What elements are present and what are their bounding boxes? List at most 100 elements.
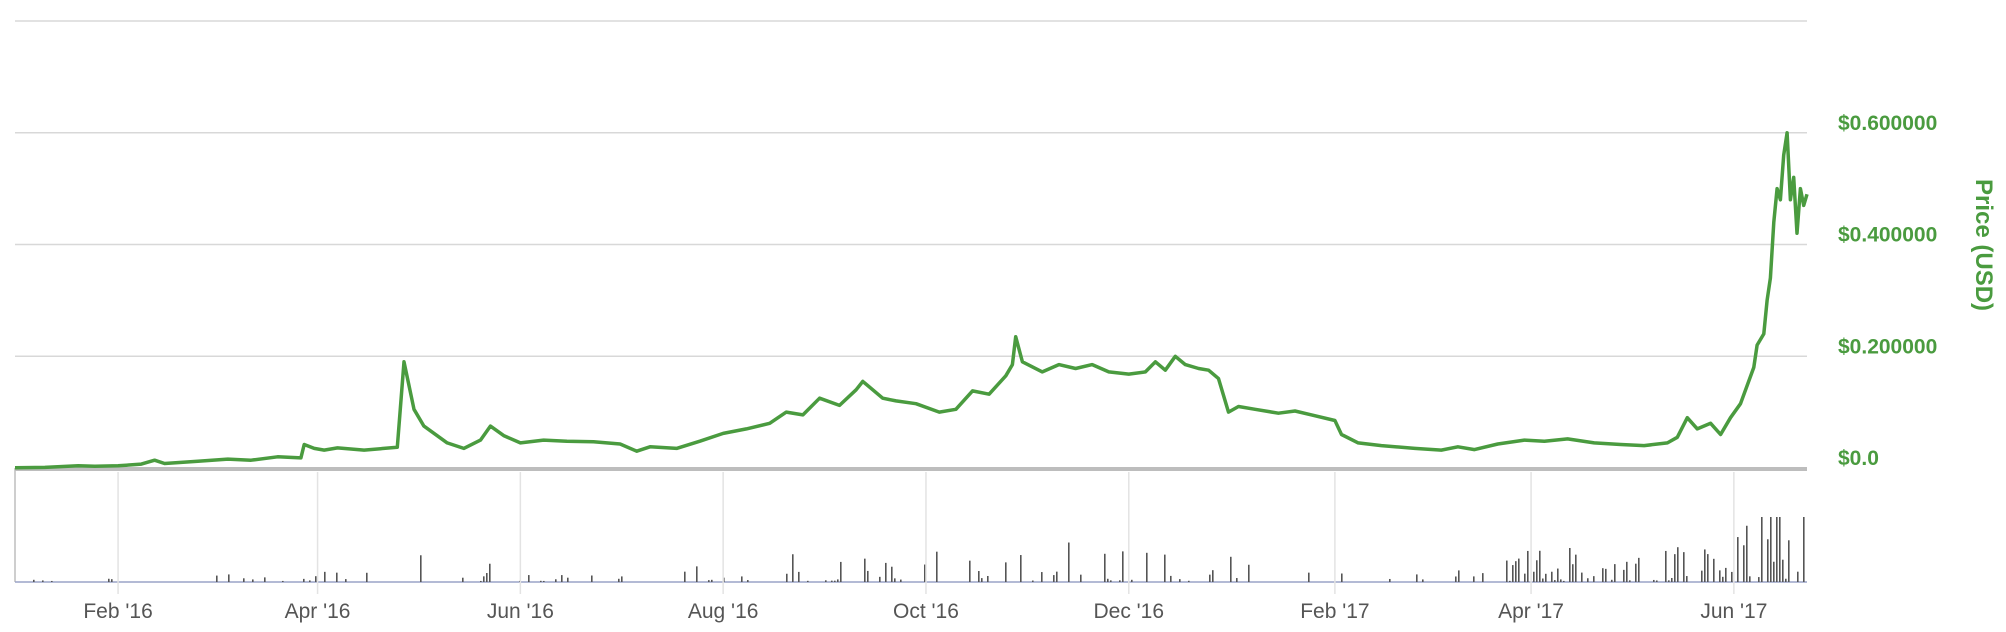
y-tick-label: $0.0: [1838, 447, 1879, 470]
volume-bar: [1533, 571, 1535, 582]
volume-bar: [345, 579, 347, 582]
volume-bar: [1557, 568, 1559, 582]
volume-bar: [540, 580, 542, 582]
x-tick-label: Apr '17: [1498, 600, 1564, 623]
volume-bar: [900, 579, 902, 582]
volume-bar: [1005, 562, 1007, 582]
volume-bar: [798, 571, 800, 582]
volume-bar: [1782, 559, 1784, 582]
volume-bar: [1080, 574, 1082, 582]
volume-bar: [1506, 560, 1508, 582]
volume-bar: [1656, 580, 1658, 582]
volume-bar: [1572, 564, 1574, 582]
volume-bar: [1614, 564, 1616, 582]
volume-bar: [981, 578, 983, 582]
volume-bar: [243, 578, 245, 582]
volume-bar: [879, 576, 881, 582]
volume-bar: [1179, 579, 1181, 582]
volume-bar: [1611, 579, 1613, 582]
volume-bar: [1731, 571, 1733, 582]
volume-bar: [1758, 577, 1760, 582]
volume-bar: [1236, 578, 1238, 582]
volume-bar: [1803, 517, 1805, 582]
volume-bar: [1674, 554, 1676, 582]
volume-bar: [1560, 579, 1562, 582]
volume-bar: [1737, 537, 1739, 582]
volume-bar: [924, 564, 926, 582]
y-tick-label: $0.400000: [1838, 224, 1937, 247]
volume-bar: [1518, 558, 1520, 582]
volume-bar: [1053, 575, 1055, 582]
volume-bar: [936, 551, 938, 582]
volume-bar: [1308, 572, 1310, 582]
x-tick-label: Dec '16: [1093, 600, 1164, 623]
volume-bar: [420, 555, 422, 582]
volume-bar: [1575, 554, 1577, 582]
volume-bar: [1230, 556, 1232, 582]
volume-bar: [840, 561, 842, 582]
y-gridlines: [15, 20, 1807, 469]
y-tick-labels: $0.0 $0.200000 $0.400000 $0.600000: [1838, 112, 1937, 470]
volume-bar: [216, 575, 218, 582]
volume-bar: [1458, 570, 1460, 582]
volume-bar: [1341, 573, 1343, 582]
volume-bar: [1746, 525, 1748, 582]
volume-bar: [303, 578, 305, 582]
volume-bar: [462, 577, 464, 582]
volume-bar: [1776, 517, 1778, 582]
volume-bar: [618, 578, 620, 582]
volume-bar: [1665, 550, 1667, 582]
volume-bar: [252, 579, 254, 582]
volume-bar: [315, 576, 317, 582]
volume-bar: [1422, 579, 1424, 582]
volume-bar: [1170, 575, 1172, 582]
x-tick-label: Aug '16: [688, 600, 759, 623]
volume-bar: [1569, 547, 1571, 582]
volume-bar: [834, 580, 836, 582]
volume-bar: [1677, 547, 1679, 582]
volume-bar: [1671, 577, 1673, 582]
volume-bar: [987, 575, 989, 582]
volume-bar: [696, 566, 698, 582]
x-tick-label: Feb '16: [83, 600, 152, 623]
volume-panel: [14, 467, 1807, 583]
volume-bar: [1515, 561, 1517, 582]
volume-bar: [1416, 574, 1418, 582]
volume-bar: [708, 580, 710, 582]
volume-bar: [1593, 576, 1595, 582]
volume-bar: [1068, 542, 1070, 582]
volume-bar: [543, 580, 545, 582]
volume-bar: [1131, 579, 1133, 582]
volume-bar: [1164, 554, 1166, 582]
volume-bar: [567, 577, 569, 582]
x-tick-label: Jun '17: [1700, 600, 1767, 623]
x-gridlines: [117, 472, 1735, 594]
volume-bar: [831, 580, 833, 582]
y-axis-title: Price (USD): [1970, 179, 1997, 311]
volume-bar: [1473, 576, 1475, 582]
volume-bar: [747, 580, 749, 582]
volume-bar: [1719, 570, 1721, 582]
y-tick-label: $0.600000: [1838, 112, 1937, 135]
volume-bar: [1056, 571, 1058, 582]
volume-bar: [1638, 557, 1640, 582]
volume-bar: [807, 580, 809, 582]
volume-bar: [825, 580, 827, 582]
volume-bar: [1767, 539, 1769, 582]
volume-bar: [1704, 549, 1706, 582]
volume-bar: [684, 571, 686, 582]
x-tick-label: Jun '16: [487, 600, 554, 623]
volume-bar: [1122, 551, 1124, 582]
x-tick-label: Apr '16: [285, 600, 351, 623]
volume-bar: [1524, 573, 1526, 582]
volume-bar: [885, 562, 887, 582]
volume-bar: [1629, 580, 1631, 582]
volume-bar: [42, 580, 44, 582]
volume-bar: [1779, 517, 1781, 582]
volume-bar: [1482, 573, 1484, 582]
volume-bar: [1653, 579, 1655, 582]
volume-bar: [621, 576, 623, 582]
volume-bar: [891, 566, 893, 582]
volume-bar: [282, 580, 284, 582]
